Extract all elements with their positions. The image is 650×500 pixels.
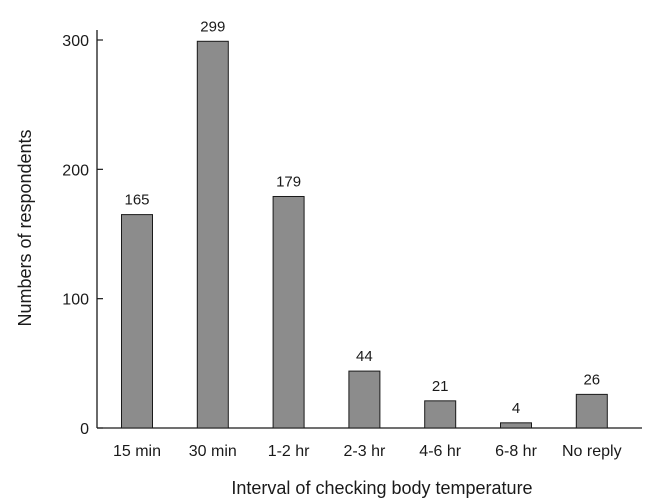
y-tick-label: 0 <box>80 421 89 438</box>
bar-value-label: 44 <box>356 348 373 365</box>
bar <box>500 422 532 429</box>
bar <box>196 40 229 429</box>
y-tick-label: 100 <box>62 292 89 309</box>
x-tick-label: 15 min <box>113 443 161 460</box>
bar <box>272 195 305 429</box>
x-tick-label: 2-3 hr <box>344 443 386 460</box>
bar <box>424 400 457 429</box>
bar <box>348 370 381 429</box>
x-axis-title: Interval of checking body temperature <box>231 478 532 498</box>
bar <box>121 214 153 429</box>
bar-value-label: 4 <box>512 400 520 417</box>
bar <box>575 393 608 429</box>
x-tick-label: 30 min <box>189 443 237 460</box>
bar-value-label: 299 <box>200 18 225 35</box>
bar-value-label: 26 <box>583 371 600 388</box>
y-axis-title: Numbers of respondents <box>15 129 35 326</box>
y-tick-label: 200 <box>62 162 89 179</box>
bar-value-label: 179 <box>276 173 301 190</box>
x-tick-label: No reply <box>562 443 622 460</box>
x-tick-label: 6-8 hr <box>495 443 537 460</box>
y-tick-label: 300 <box>62 33 89 50</box>
x-axis: 15 min 30 min 1-2 hr 2-3 hr 4-6 hr 6-8 hr No r… <box>97 427 642 460</box>
x-tick-label: 4-6 hr <box>419 443 461 460</box>
data-labels: 165 299 179 44 21 4 26 <box>124 18 600 417</box>
y-axis: 0 100 200 300 <box>62 30 103 438</box>
bar-value-label: 21 <box>432 378 449 395</box>
x-tick-label: 1-2 hr <box>268 443 310 460</box>
bars <box>121 40 608 429</box>
bar-value-label: 165 <box>124 192 149 209</box>
